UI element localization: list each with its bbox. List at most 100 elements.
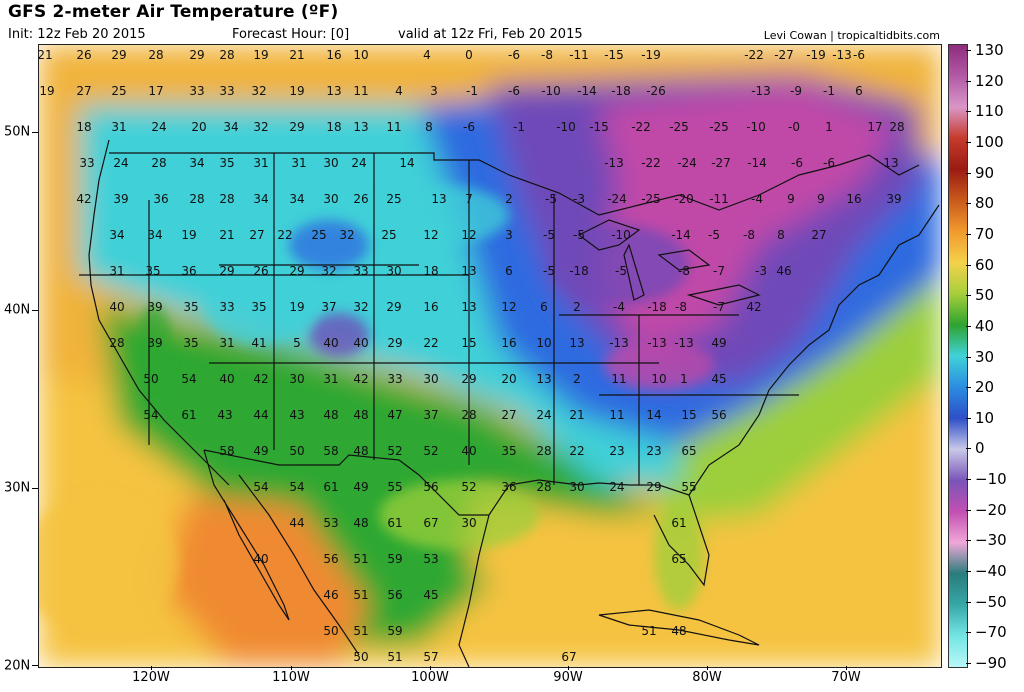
colorbar-tick bbox=[966, 663, 971, 664]
station-temperature: 25 bbox=[386, 192, 401, 206]
station-temperature: 40 bbox=[253, 552, 268, 566]
colorbar-tick bbox=[966, 203, 971, 205]
station-temperature: -19 bbox=[641, 48, 661, 62]
station-temperature: 42 bbox=[76, 192, 91, 206]
station-temperature: -8 bbox=[678, 264, 690, 278]
colorbar-label: −10 bbox=[975, 470, 1007, 489]
station-temperature: 42 bbox=[746, 300, 761, 314]
station-temperature: 40 bbox=[323, 336, 338, 350]
station-temperature: 28 bbox=[461, 408, 476, 422]
station-temperature: -3 bbox=[573, 192, 585, 206]
colorbar-tick bbox=[966, 295, 971, 297]
station-temperature: 0 bbox=[465, 48, 473, 62]
station-temperature: 15 bbox=[681, 408, 696, 422]
station-temperature: 44 bbox=[289, 516, 304, 530]
station-temperature: 32 bbox=[253, 120, 268, 134]
temperature-labels: 2126292829281921161040-6-8-11-15-19-22-2… bbox=[39, 48, 905, 664]
station-temperature: 35 bbox=[183, 300, 198, 314]
colorbar-label: 50 bbox=[975, 286, 995, 305]
station-temperature: 40 bbox=[109, 300, 124, 314]
station-temperature: 65 bbox=[681, 444, 696, 458]
station-temperature: -7 bbox=[713, 300, 725, 314]
lon-label-80w: 80W bbox=[692, 670, 722, 685]
lon-tick bbox=[846, 666, 847, 670]
station-temperature: 7 bbox=[465, 192, 473, 206]
station-temperature: -5 bbox=[708, 228, 720, 242]
station-temperature: 51 bbox=[353, 552, 368, 566]
station-temperature: 29 bbox=[386, 300, 401, 314]
station-temperature: 25 bbox=[381, 228, 396, 242]
station-temperature: 53 bbox=[323, 516, 338, 530]
station-temperature: 32 bbox=[251, 84, 266, 98]
colorbar-tick bbox=[966, 356, 971, 358]
station-temperature: -13 bbox=[751, 84, 771, 98]
station-temperature: 41 bbox=[251, 336, 266, 350]
rockies-cold-2 bbox=[309, 313, 369, 357]
station-temperature: 25 bbox=[311, 228, 326, 242]
station-temperature: 51 bbox=[353, 588, 368, 602]
station-temperature: 61 bbox=[387, 516, 402, 530]
station-temperature: 33 bbox=[387, 372, 402, 386]
station-temperature: -19 bbox=[806, 48, 826, 62]
station-temperature: 12 bbox=[501, 300, 516, 314]
station-temperature: 35 bbox=[145, 264, 160, 278]
station-temperature: -25 bbox=[709, 120, 729, 134]
station-temperature: 9 bbox=[787, 192, 795, 206]
station-temperature: 30 bbox=[461, 516, 476, 530]
station-temperature: 21 bbox=[289, 48, 304, 62]
lat-label-20n: 20N bbox=[4, 658, 31, 674]
rockies-cold-1 bbox=[289, 220, 369, 270]
colorbar-tick bbox=[966, 417, 971, 419]
station-temperature: 30 bbox=[323, 192, 338, 206]
station-temperature: 48 bbox=[671, 624, 686, 638]
station-temperature: 13 bbox=[353, 120, 368, 134]
lon-label-120w: 120W bbox=[132, 670, 170, 685]
us-canada-border bbox=[109, 152, 920, 216]
station-temperature: 13 bbox=[883, 156, 898, 170]
station-temperature: 24 bbox=[151, 120, 166, 134]
station-temperature: 36 bbox=[181, 264, 196, 278]
station-temperature: 28 bbox=[219, 192, 234, 206]
station-temperature: 19 bbox=[181, 228, 196, 242]
rockies-cool bbox=[204, 265, 314, 345]
map-title: GFS 2-meter Air Temperature (ºF) bbox=[8, 2, 339, 22]
station-temperature: -5 bbox=[545, 192, 557, 206]
station-temperature: 46 bbox=[776, 264, 791, 278]
station-temperature: 42 bbox=[353, 372, 368, 386]
colorbar bbox=[948, 44, 968, 668]
station-temperature: 13 bbox=[461, 264, 476, 278]
station-temperature: 13 bbox=[461, 300, 476, 314]
station-temperature: 29 bbox=[189, 48, 204, 62]
station-temperature: 26 bbox=[253, 264, 268, 278]
station-temperature: 36 bbox=[153, 192, 168, 206]
station-temperature: -8 bbox=[541, 48, 553, 62]
station-temperature: 27 bbox=[501, 408, 516, 422]
station-temperature: 61 bbox=[323, 480, 338, 494]
station-temperature: 10 bbox=[651, 372, 666, 386]
lat-tick bbox=[32, 488, 38, 489]
station-temperature: 35 bbox=[219, 156, 234, 170]
station-temperature: 58 bbox=[219, 444, 234, 458]
station-temperature: -6 bbox=[463, 120, 475, 134]
station-temperature: 35 bbox=[501, 444, 516, 458]
station-temperature: 51 bbox=[387, 650, 402, 664]
colorbar-label: 120 bbox=[975, 71, 1004, 90]
lat-tick bbox=[32, 310, 38, 311]
station-temperature: 19 bbox=[39, 84, 54, 98]
colorbar-label: 100 bbox=[975, 132, 1004, 151]
station-temperature: -6 bbox=[508, 48, 520, 62]
station-temperature: -13 bbox=[604, 156, 624, 170]
station-temperature: 22 bbox=[277, 228, 292, 242]
station-temperature: 24 bbox=[536, 408, 551, 422]
station-temperature: 54 bbox=[181, 372, 196, 386]
colorbar-label: 70 bbox=[975, 224, 995, 243]
station-temperature: 28 bbox=[151, 156, 166, 170]
station-temperature: -15 bbox=[604, 48, 624, 62]
station-temperature: 14 bbox=[646, 408, 661, 422]
station-temperature: 54 bbox=[289, 480, 304, 494]
station-temperature: -25 bbox=[669, 120, 689, 134]
station-temperature: 55 bbox=[387, 480, 402, 494]
colorbar-tick bbox=[966, 80, 971, 82]
station-temperature: -0 bbox=[788, 120, 800, 134]
station-temperature: 34 bbox=[147, 228, 162, 242]
